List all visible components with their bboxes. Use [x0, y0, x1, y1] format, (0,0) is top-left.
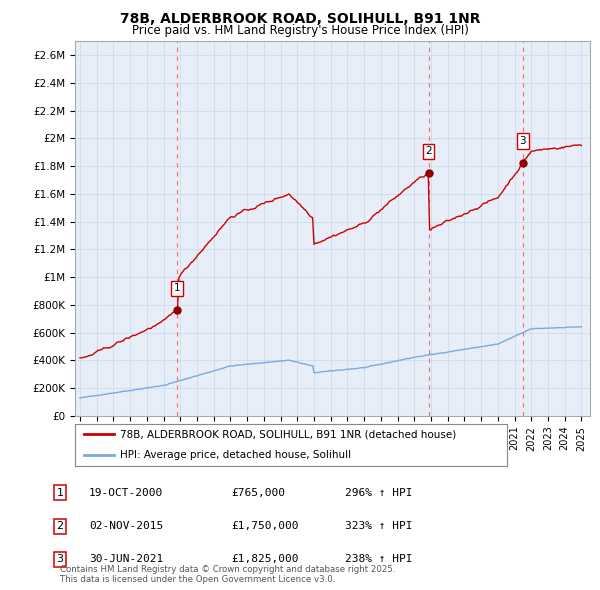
Text: 238% ↑ HPI: 238% ↑ HPI: [345, 555, 413, 564]
Text: 78B, ALDERBROOK ROAD, SOLIHULL, B91 1NR (detached house): 78B, ALDERBROOK ROAD, SOLIHULL, B91 1NR …: [121, 430, 457, 439]
Text: 1: 1: [56, 488, 64, 497]
Text: 78B, ALDERBROOK ROAD, SOLIHULL, B91 1NR: 78B, ALDERBROOK ROAD, SOLIHULL, B91 1NR: [120, 12, 480, 26]
Text: 1: 1: [173, 283, 180, 293]
Text: 02-NOV-2015: 02-NOV-2015: [89, 522, 163, 531]
Text: 3: 3: [56, 555, 64, 564]
Text: £765,000: £765,000: [231, 488, 285, 497]
Text: 296% ↑ HPI: 296% ↑ HPI: [345, 488, 413, 497]
Text: HPI: Average price, detached house, Solihull: HPI: Average price, detached house, Soli…: [121, 451, 352, 460]
Text: 2: 2: [425, 146, 432, 156]
Text: £1,825,000: £1,825,000: [231, 555, 299, 564]
Text: 19-OCT-2000: 19-OCT-2000: [89, 488, 163, 497]
Text: Price paid vs. HM Land Registry's House Price Index (HPI): Price paid vs. HM Land Registry's House …: [131, 24, 469, 37]
Text: 3: 3: [520, 136, 526, 146]
Text: £1,750,000: £1,750,000: [231, 522, 299, 531]
Text: 323% ↑ HPI: 323% ↑ HPI: [345, 522, 413, 531]
Text: Contains HM Land Registry data © Crown copyright and database right 2025.
This d: Contains HM Land Registry data © Crown c…: [60, 565, 395, 584]
Text: 2: 2: [56, 522, 64, 531]
Text: 30-JUN-2021: 30-JUN-2021: [89, 555, 163, 564]
